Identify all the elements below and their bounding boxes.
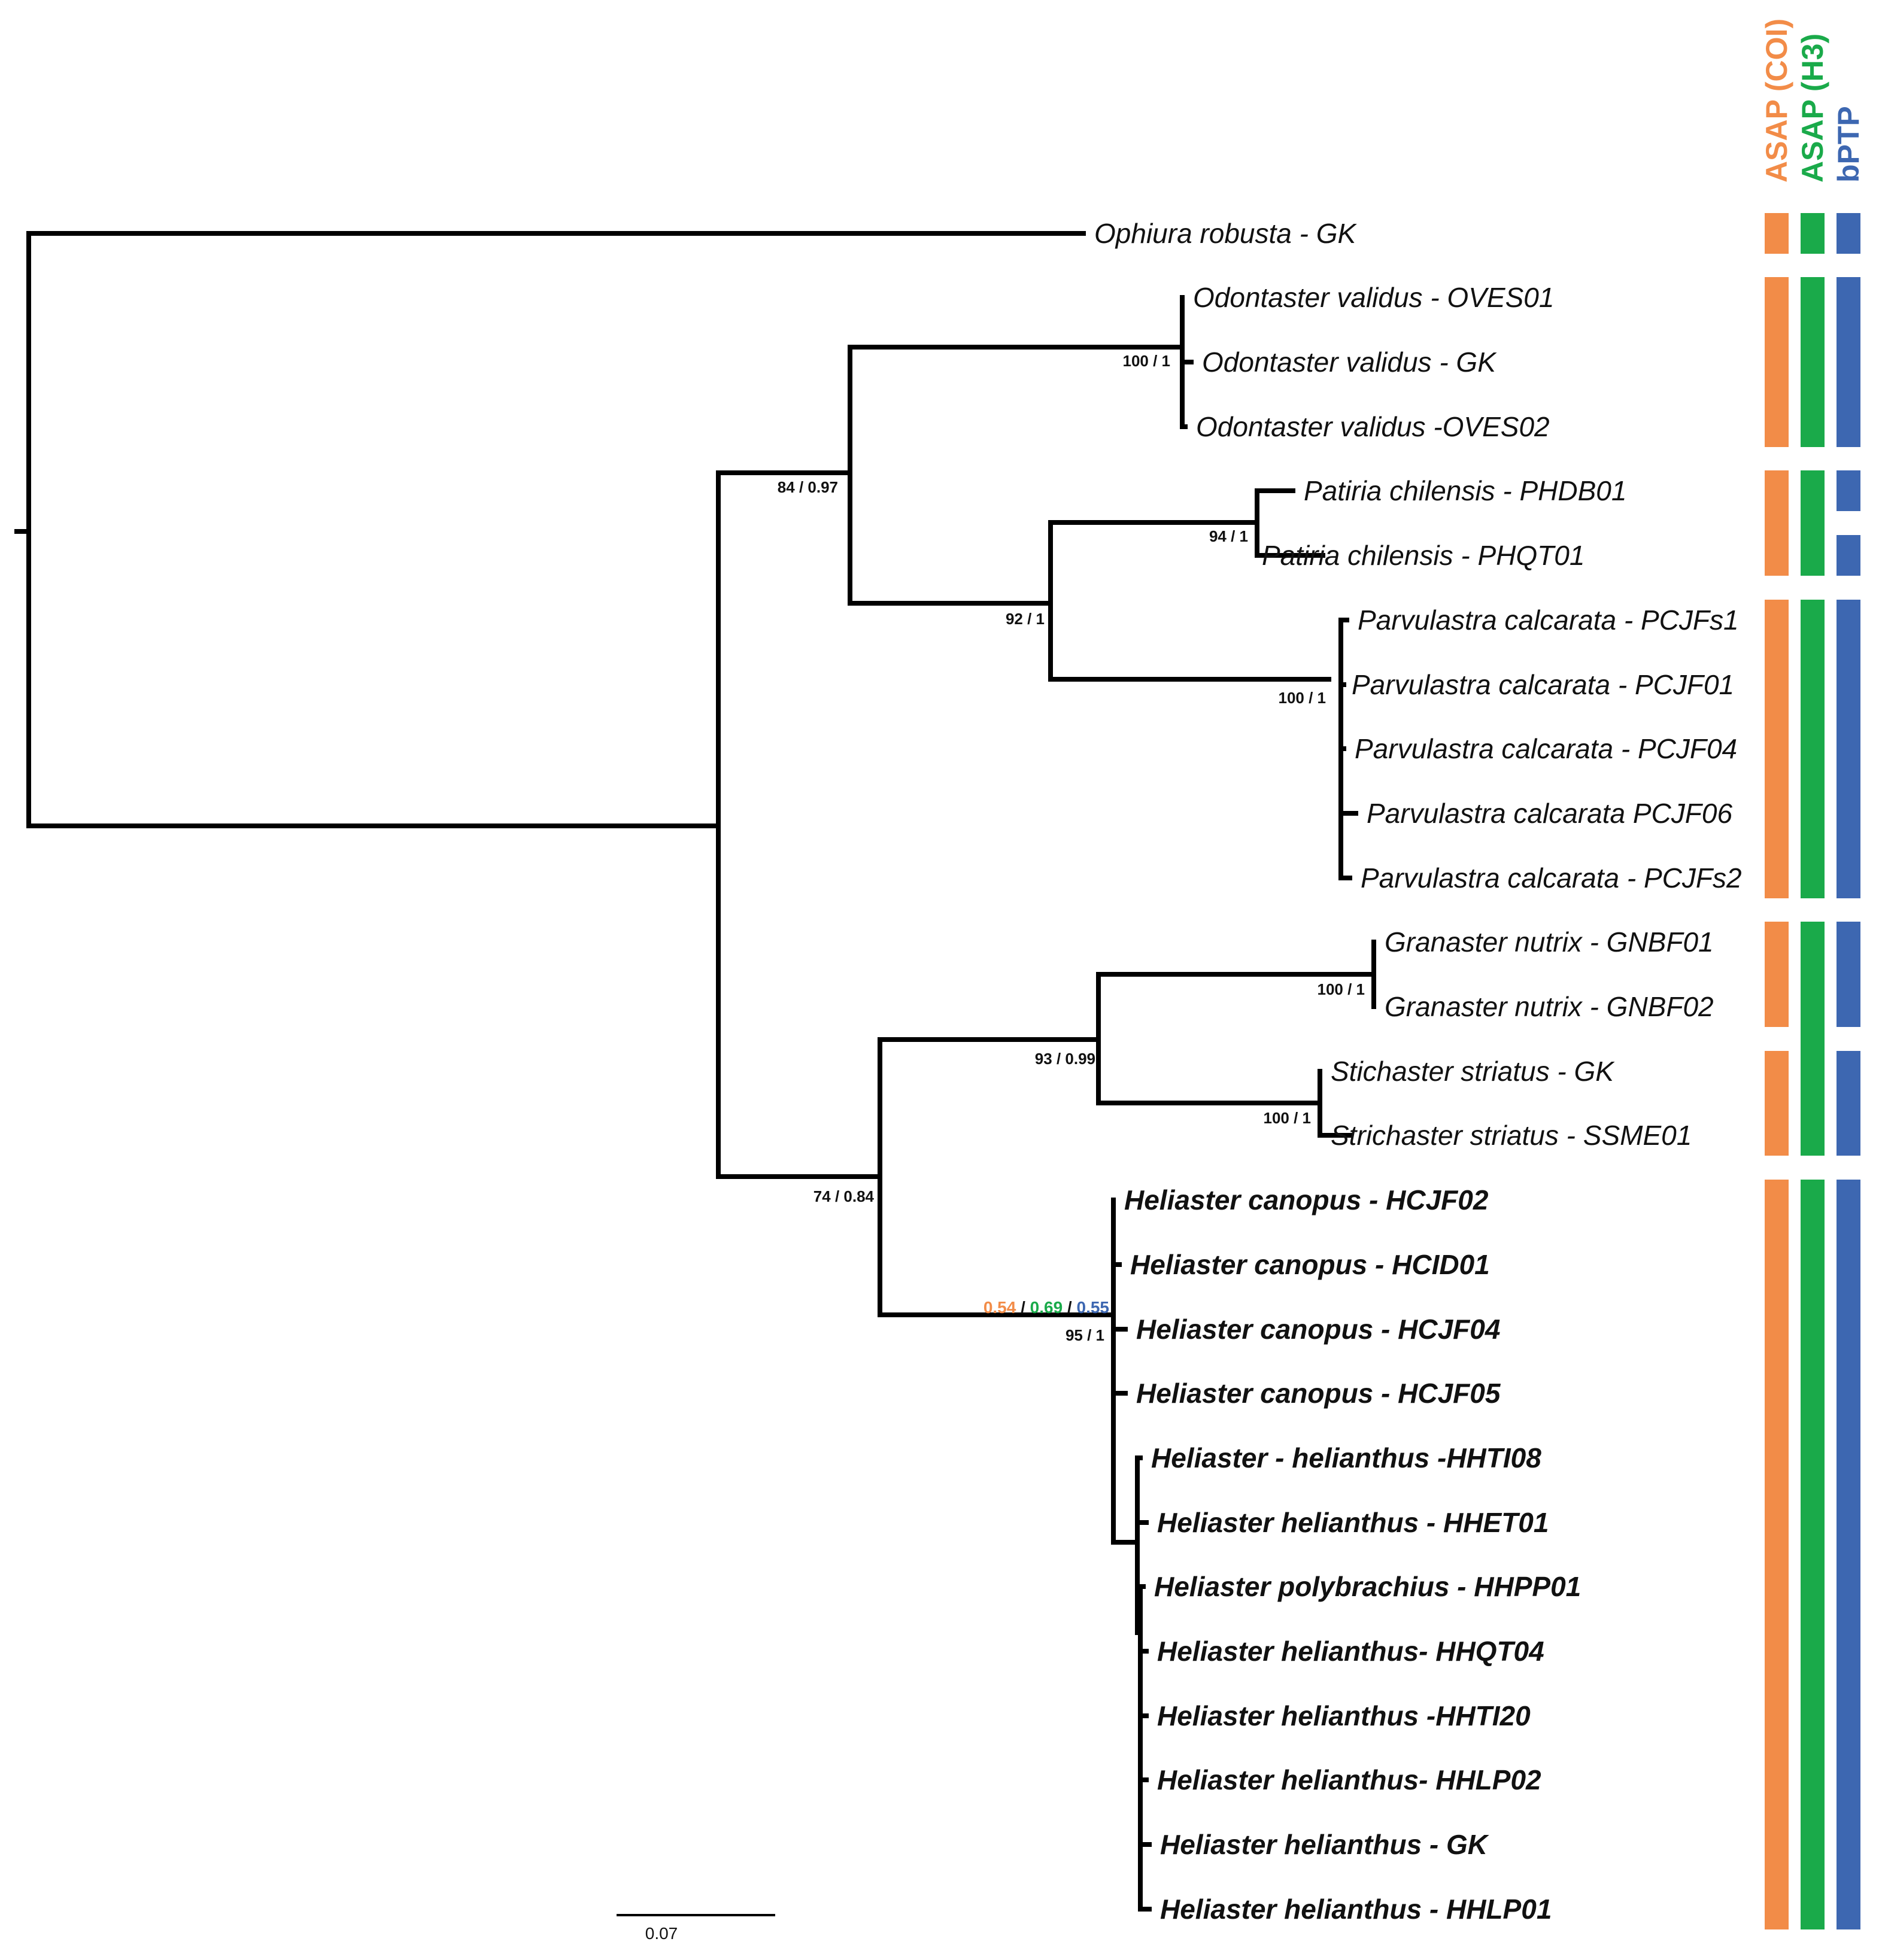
taxon-label-t22: Heliaster polybrachius - HHPP01: [1154, 1571, 1581, 1602]
tree-branch-3: [716, 470, 882, 1179]
tree-branch-6: [1048, 520, 1331, 682]
delimitation-bar-asap_coi-2: [1765, 277, 1789, 447]
tree-branch-16: [1138, 1584, 1152, 1912]
method-header-bptp: bPTP: [1832, 106, 1865, 183]
delimitation-bar-asap_h3-3: [1801, 470, 1825, 576]
probability-asap_coi: 0.54: [984, 1298, 1016, 1317]
taxon-label-t13: Granaster nutrix - GNBF02: [1385, 991, 1714, 1022]
method-header-asap_h3: ASAP (H3): [1796, 34, 1829, 183]
tree-branch-15: [1135, 1455, 1149, 1635]
delimitation-bar-bptp-8: [1837, 1180, 1860, 1929]
probability-separator: /: [1063, 1298, 1076, 1317]
tree-branches: [14, 231, 1376, 1912]
support-n_forcipulatida: 74 / 0.84: [813, 1187, 875, 1205]
delimitation-bar-bptp-4: [1837, 535, 1860, 576]
support-n_stichaster: 100 / 1: [1263, 1109, 1311, 1127]
delimitation-bar-asap_coi-3: [1765, 470, 1789, 576]
taxon-label-t26: Heliaster helianthus - GK: [1160, 1829, 1489, 1860]
taxon-label-t7: Parvulastra calcarata - PCJFs1: [1358, 604, 1739, 636]
taxon-label-t15: Strichaster striatus - SSME01: [1331, 1120, 1692, 1151]
scale-bar: 0.07: [617, 1914, 775, 1943]
method-header-asap_coi: ASAP (COI): [1760, 19, 1793, 183]
tree-branch-8: [1338, 618, 1358, 880]
support-n_patiria: 94 / 1: [1209, 527, 1248, 545]
delimitation-bar-asap_coi-4: [1765, 600, 1789, 898]
delimitation-bar-bptp-6: [1837, 922, 1860, 1027]
taxon-label-t8: Parvulastra calcarata - PCJF01: [1352, 669, 1734, 700]
taxon-label-t24: Heliaster helianthus -HHTI20: [1157, 1700, 1531, 1731]
taxon-label-t23: Heliaster helianthus- HHQT04: [1157, 1636, 1544, 1667]
tree-branch-4: [848, 345, 1185, 606]
taxon-label-t12: Granaster nutrix - GNBF01: [1385, 926, 1714, 958]
delimitation-bar-asap_coi-1: [1765, 213, 1789, 254]
support-values: 100 / 1 84 / 0.97 94 / 1 92 / 1 100 / 1 100 /…: [778, 352, 1365, 1344]
taxon-label-t21: Heliaster helianthus - HHET01: [1157, 1507, 1549, 1538]
support-n_pat_parv: 92 / 1: [1006, 610, 1045, 628]
delimitation-bar-bptp-2: [1837, 277, 1860, 447]
taxon-label-t3: Odontaster validus - GK: [1202, 347, 1497, 378]
delimitation-bar-asap_h3-5: [1801, 922, 1825, 1156]
delimitation-bar-asap_h3-6: [1801, 1180, 1825, 1929]
probability-separator: /: [1016, 1298, 1030, 1317]
heliaster-probabilities: 0.54 / 0.69 / 0.55: [984, 1298, 1109, 1317]
support-n_odont_patiria: 84 / 0.97: [778, 478, 838, 496]
delimitation-bar-bptp-5: [1837, 600, 1860, 898]
taxon-label-t11: Parvulastra calcarata - PCJFs2: [1361, 862, 1742, 894]
probability-bptp: 0.55: [1077, 1298, 1110, 1317]
taxon-labels: Ophiura robusta - GK Odontaster validus -…: [1094, 218, 1742, 1925]
tree-branch-14: [1111, 1262, 1128, 1396]
taxon-label-t10: Parvulastra calcarata PCJF06: [1367, 798, 1732, 829]
taxon-label-t16: Heliaster canopus - HCJF02: [1124, 1184, 1489, 1215]
tree-branch-7: [1255, 488, 1325, 558]
taxon-label-t2: Odontaster validus - OVES01: [1193, 282, 1554, 313]
tree-branch-12: [1318, 1069, 1352, 1138]
delimitation-bar-bptp-1: [1837, 213, 1860, 254]
taxon-label-t20: Heliaster - helianthus -HHTI08: [1151, 1442, 1541, 1473]
support-n_gran_stich: 93 / 0.99: [1035, 1050, 1095, 1068]
taxon-label-t5: Patiria chilensis - PHDB01: [1304, 475, 1626, 506]
taxon-label-t4: Odontaster validus -OVES02: [1196, 411, 1550, 442]
support-n_odontaster: 100 / 1: [1122, 352, 1170, 370]
taxon-label-t17: Heliaster canopus - HCID01: [1130, 1249, 1490, 1280]
probability-asap_h3: 0.69: [1030, 1298, 1063, 1317]
delimitation-bar-asap_coi-7: [1765, 1180, 1789, 1929]
taxon-label-t27: Heliaster helianthus - HHLP01: [1160, 1894, 1552, 1925]
delimitation-bars: [1765, 213, 1860, 1929]
delimitation-bar-asap_h3-4: [1801, 600, 1825, 898]
support-n_heliaster: 95 / 1: [1066, 1326, 1104, 1344]
taxon-label-t25: Heliaster helianthus- HHLP02: [1157, 1764, 1541, 1795]
delimitation-bar-bptp-3: [1837, 470, 1860, 511]
tree-branch-9: [878, 1037, 1116, 1317]
delimitation-bar-asap_coi-6: [1765, 1051, 1789, 1156]
delimitation-bar-asap_h3-1: [1801, 213, 1825, 254]
taxon-label-t9: Parvulastra calcarata - PCJF04: [1355, 733, 1737, 764]
delimitation-bar-asap_coi-5: [1765, 922, 1789, 1027]
taxon-label-t1: Ophiura robusta - GK: [1094, 218, 1358, 249]
tree-branch-2: [26, 231, 1086, 828]
taxon-label-t18: Heliaster canopus - HCJF04: [1136, 1314, 1500, 1345]
delimitation-bar-asap_h3-2: [1801, 277, 1825, 447]
tree-branch-10: [1096, 972, 1376, 1105]
method-headers: ASAP (COI) ASAP (H3) bPTP: [1760, 19, 1865, 183]
taxon-label-t6: Patiria chilensis - PHQT01: [1262, 540, 1584, 571]
taxon-label-t19: Heliaster canopus - HCJF05: [1136, 1378, 1501, 1409]
taxon-label-t14: Stichaster striatus - GK: [1331, 1056, 1615, 1087]
support-n_granaster: 100 / 1: [1317, 980, 1365, 998]
tree-branch-13: [1111, 1198, 1140, 1545]
tree-branch-5: [1180, 295, 1194, 429]
scale-bar-label: 0.07: [645, 1924, 678, 1943]
delimitation-bar-bptp-7: [1837, 1051, 1860, 1156]
support-n_parvulastra: 100 / 1: [1278, 689, 1326, 707]
